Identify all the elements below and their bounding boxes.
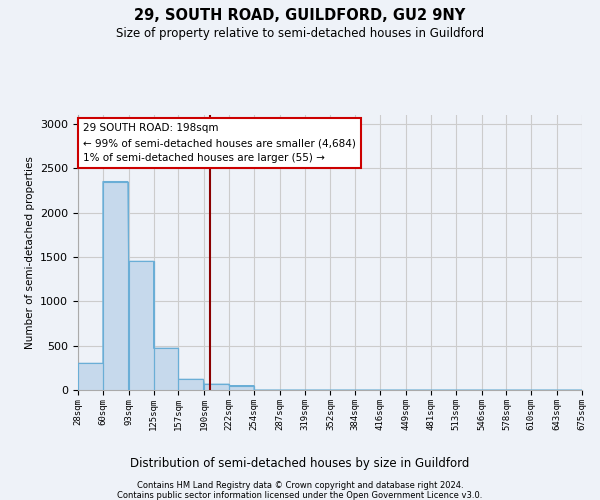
Text: 29 SOUTH ROAD: 198sqm
← 99% of semi-detached houses are smaller (4,684)
1% of se: 29 SOUTH ROAD: 198sqm ← 99% of semi-deta… xyxy=(83,123,356,163)
Text: Contains public sector information licensed under the Open Government Licence v3: Contains public sector information licen… xyxy=(118,491,482,500)
Text: 29, SOUTH ROAD, GUILDFORD, GU2 9NY: 29, SOUTH ROAD, GUILDFORD, GU2 9NY xyxy=(134,8,466,22)
Text: Contains HM Land Registry data © Crown copyright and database right 2024.: Contains HM Land Registry data © Crown c… xyxy=(137,481,463,490)
Text: Size of property relative to semi-detached houses in Guildford: Size of property relative to semi-detach… xyxy=(116,28,484,40)
Text: Distribution of semi-detached houses by size in Guildford: Distribution of semi-detached houses by … xyxy=(130,458,470,470)
Y-axis label: Number of semi-detached properties: Number of semi-detached properties xyxy=(25,156,35,349)
